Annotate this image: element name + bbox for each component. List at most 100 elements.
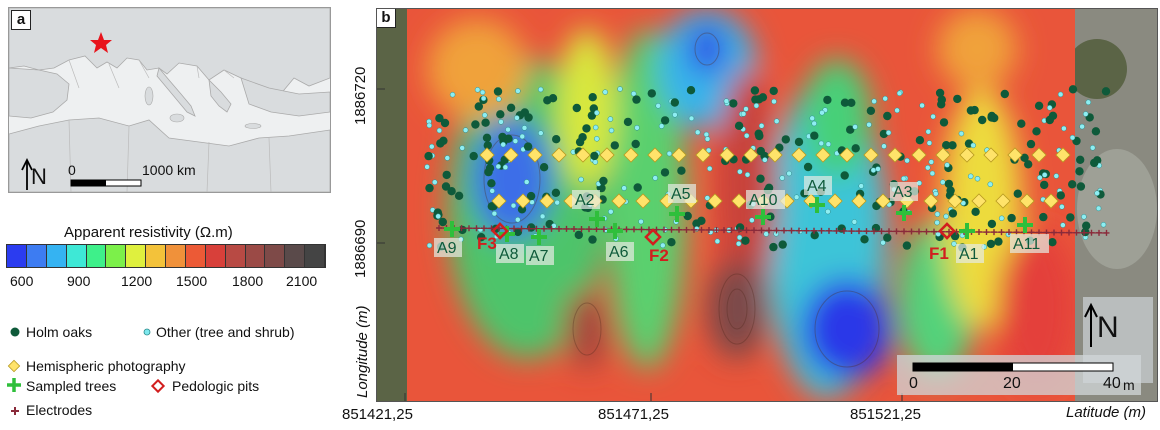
holm-oak-point	[1091, 127, 1101, 136]
sampled-tree-label: A6	[609, 244, 629, 261]
other-tree-point	[496, 96, 502, 102]
other-tree-point	[505, 126, 511, 133]
holm-oak-point	[986, 239, 996, 249]
other-tree-point	[706, 165, 713, 172]
photo-point	[839, 147, 855, 163]
holm-oak-point	[454, 191, 464, 200]
electrode-point	[856, 228, 862, 235]
electrode-point	[878, 228, 885, 235]
scale-box	[897, 355, 1141, 395]
holm-oak-point	[840, 171, 849, 180]
holm-oak-point	[1101, 87, 1111, 96]
scale-zero: 0	[909, 375, 918, 392]
electrode-point	[593, 226, 600, 233]
photo-point	[527, 147, 543, 163]
holm-oak-point	[823, 95, 832, 105]
holm-oak-point	[756, 174, 765, 183]
other-tree-point	[608, 208, 614, 215]
electrode-point	[976, 228, 982, 235]
other-tree-point	[523, 179, 530, 185]
panel-b-label: b	[377, 9, 396, 28]
electrode-point	[758, 227, 765, 234]
holm-oak-point	[582, 124, 591, 133]
map-north-label: N	[1097, 311, 1119, 344]
ramp-tick: 600	[10, 273, 34, 289]
ramp-swatch	[7, 245, 27, 267]
electrode-point	[728, 227, 735, 234]
holm-oak-point	[425, 183, 434, 193]
inset-scale-zero: 0	[68, 162, 76, 178]
other-tree-point	[743, 106, 749, 112]
sampled-tree-label: A3	[893, 184, 913, 201]
electrode-point	[1088, 229, 1095, 236]
sampled-tree-point	[607, 223, 623, 239]
other-tree-symbol	[143, 328, 151, 336]
holm-oak-point	[572, 103, 581, 113]
holm-oak-point	[1068, 180, 1077, 189]
holm-oak-point	[599, 176, 608, 186]
photo-point	[863, 147, 879, 163]
holm-oak-point	[1039, 212, 1048, 222]
holm-oak-point	[623, 117, 633, 127]
pit-symbol	[150, 378, 166, 394]
ramp-swatch	[305, 245, 325, 267]
other-tree-point	[779, 175, 785, 181]
holm-oak-point	[1090, 158, 1099, 168]
electrode-point	[646, 226, 652, 233]
holm-oak-point	[935, 88, 945, 98]
other-tree-point	[1059, 204, 1065, 210]
photo-point	[647, 147, 663, 163]
scale-mid: 20	[1003, 375, 1021, 392]
photo-point	[911, 147, 927, 163]
sampled-tree-point	[755, 209, 771, 225]
electrode-point	[706, 226, 712, 233]
photo-point	[935, 147, 951, 163]
other-tree-point	[479, 89, 486, 96]
holm-oak-point	[660, 116, 670, 125]
other-tree-point	[735, 240, 742, 247]
sampled-tree-label: A1	[959, 246, 979, 263]
other-tree-point	[515, 88, 521, 94]
holm-oak-point	[481, 118, 490, 127]
photo-point	[731, 193, 747, 209]
resistivity-map-canvas: A9 A8 A7 A6 A2 A5 A10 A4 A3 A1 A11 F3 F2 F1	[377, 9, 1157, 401]
electrode-point	[638, 226, 645, 233]
other-tree-point	[771, 98, 777, 105]
sampled-tree-point	[809, 197, 825, 213]
photo-point	[707, 193, 723, 209]
electrode-point	[811, 227, 817, 234]
other-tree-point	[875, 166, 881, 172]
other-tree-point	[1037, 174, 1043, 181]
electrode-point	[601, 226, 607, 233]
other-tree-point	[749, 217, 755, 223]
holm-oak-point	[1056, 191, 1065, 200]
electrode-point	[571, 225, 577, 232]
other-tree-point	[491, 210, 498, 217]
other-tree-point	[1046, 105, 1053, 111]
sampled-tree-label-bg	[434, 238, 462, 257]
ramp-swatch	[86, 245, 107, 267]
inset-map: a N 0 1000 km	[8, 7, 331, 193]
holm-oak-point	[860, 235, 869, 244]
holm-oak-point	[756, 146, 765, 156]
holm-oak-point	[487, 179, 496, 188]
other-tree-point	[519, 133, 526, 140]
other-tree-point	[666, 150, 673, 157]
electrode-point	[436, 225, 442, 231]
electrode-point	[833, 227, 840, 234]
ramp-swatch	[66, 245, 87, 267]
electrode-point	[886, 228, 892, 235]
scale-end: 40	[1103, 375, 1121, 392]
other-tree-point	[951, 241, 957, 247]
other-tree-point	[435, 213, 441, 220]
photo-point	[767, 147, 783, 163]
holm-oak-point	[840, 98, 850, 107]
ramp-tick: 900	[67, 273, 91, 289]
other-tree-point	[607, 116, 614, 122]
holm-oak-point	[764, 183, 774, 192]
north-arrow-icon	[1084, 302, 1098, 347]
map-markers: A9 A8 A7 A6 A2 A5 A10 A4 A3 A1 A11 F3 F2 F1	[424, 85, 1111, 265]
other-tree-point	[1079, 123, 1085, 130]
electrode-point	[623, 226, 630, 233]
other-tree-point	[1069, 134, 1076, 141]
